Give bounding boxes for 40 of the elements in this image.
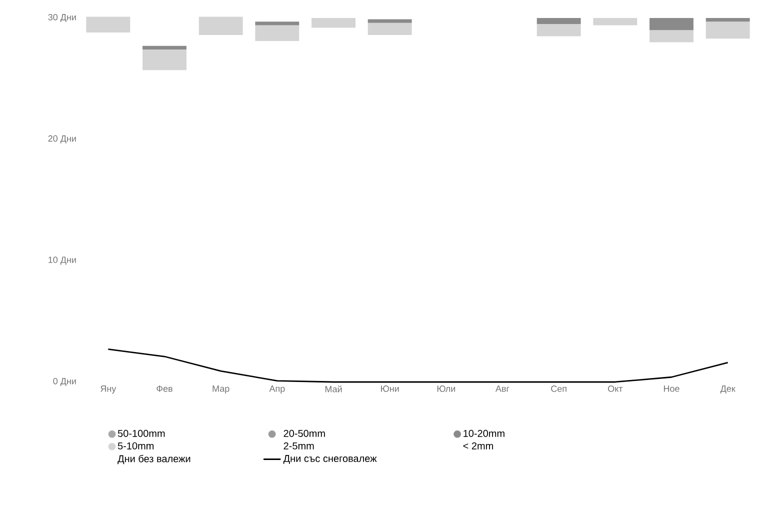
x-tick-label: Юли [437,386,456,392]
legend-label: 10-20mm [464,430,504,437]
x-tick-label: Ное [664,386,680,392]
text: Дни без валежи [118,454,190,464]
bar [142,50,186,70]
bar [706,22,750,39]
bar [650,30,694,42]
legend-label: 20-50mm [284,430,325,437]
x-tick-label: Сеп [551,386,566,392]
x-tick-label: Май [325,386,342,392]
bar [86,16,130,33]
bar [706,18,750,22]
bar [255,22,300,26]
bar [255,25,300,42]
legend-label: Дни със снеговалеж [283,455,377,464]
legend-label: 50-100mm [118,430,165,437]
y-tick-label: 10 Дни [48,256,76,265]
x-tick-label: Апр [269,386,285,394]
y-tick-label: 0 Дни [53,378,76,386]
x-tick-label: Авг [495,386,510,392]
bar [593,18,638,26]
bar [312,18,356,28]
bar [650,18,694,30]
bar [198,16,243,35]
bar [142,46,186,50]
legend-label: 5-10mm [118,442,154,450]
x-tick-label: Яну [100,386,116,394]
bar [536,18,581,24]
bar [536,24,581,36]
text: 2-5mm [284,442,314,450]
x-tick-label: Фев [156,386,172,392]
y-tick-label: 20 Дни [48,135,76,144]
text: < 2mm [463,442,493,450]
x-tick-label: Юни [381,386,399,392]
x-tick-label: Мар [212,386,230,394]
bar [368,22,412,35]
x-tick-label: Окт [608,386,623,392]
y-tick-label: 30 Дни [48,14,76,22]
bar [368,19,412,23]
x-tick-label: Дек [720,386,736,394]
